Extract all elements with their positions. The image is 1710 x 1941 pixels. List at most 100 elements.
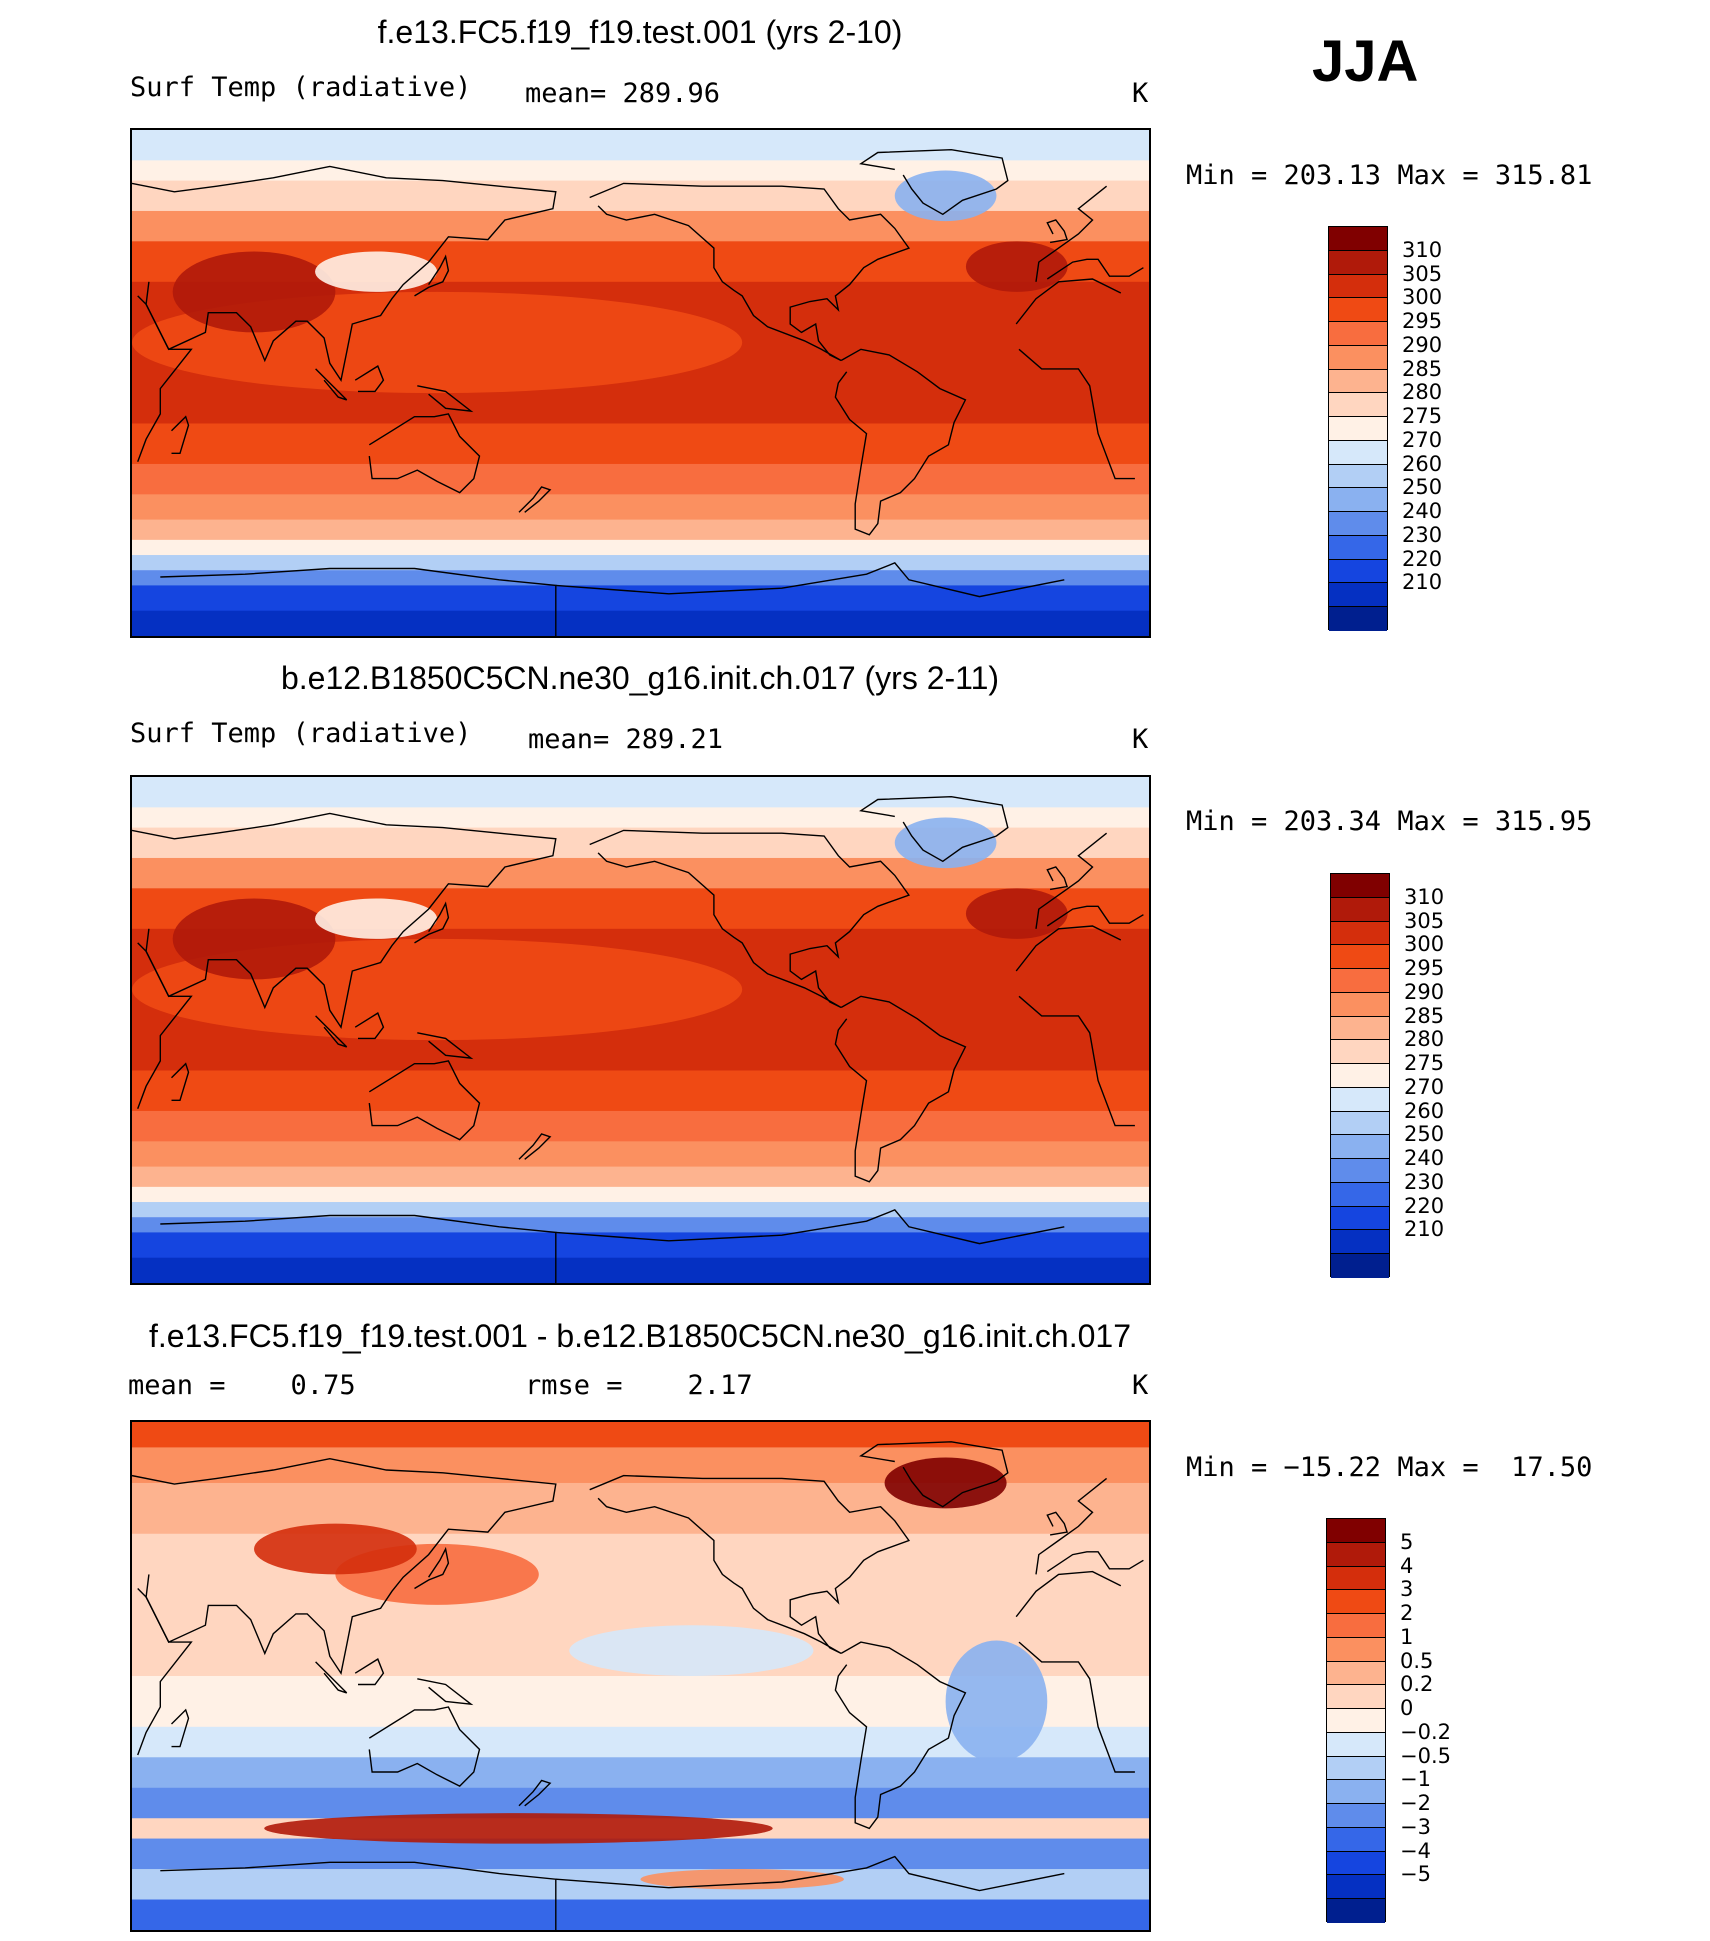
colorbar-swatch [1331, 1111, 1389, 1136]
field-band [132, 1422, 1149, 1449]
colorbar-tick-label: 0.2 [1400, 1672, 1434, 1697]
colorbar-tick-label: 230 [1404, 1169, 1445, 1194]
colorbar-tick-label: 260 [1404, 1098, 1445, 1123]
coastline [518, 1779, 552, 1807]
colorbar-tick-label: 275 [1402, 404, 1443, 429]
coastline [1046, 1511, 1069, 1536]
panel-2-title: b.e12.B1850C5CN.ne30_g16.init.ch.017 (yr… [280, 660, 1000, 696]
coastline [417, 385, 474, 413]
field-band [132, 494, 1149, 521]
field-band [132, 807, 1149, 829]
field-band [132, 1141, 1149, 1168]
panel-3-rmse-label: rmse = 2.17 [525, 1370, 753, 1401]
panel-2-map [130, 775, 1151, 1285]
colorbar-swatch [1329, 274, 1387, 299]
colorbar-swatch [1331, 1254, 1389, 1278]
coastline [1035, 1477, 1108, 1575]
panel-1-variable-label: Surf Temp (radiative) [130, 72, 472, 103]
panel-2-minmax: Min = 203.34 Max = 315.95 [1186, 806, 1593, 837]
coastline [171, 415, 190, 454]
field-feature [172, 251, 336, 333]
colorbar-swatch [1331, 1159, 1389, 1183]
field-feature [965, 888, 1068, 939]
field-band [132, 1186, 1149, 1204]
colorbar-swatch [1331, 1206, 1389, 1231]
panel-2-mean-label: mean= 289.21 [528, 724, 724, 755]
panel-3-minmax: Min = −15.22 Max = 17.50 [1186, 1452, 1593, 1483]
colorbar-tick-label: −2 [1400, 1791, 1431, 1816]
field-band [132, 1110, 1149, 1143]
field-band [132, 570, 1149, 587]
coastline [1046, 1551, 1144, 1573]
colorbar-swatch [1329, 345, 1387, 370]
colorbar-swatch [1327, 1566, 1385, 1591]
coastline [132, 812, 557, 1029]
coastline [354, 1012, 385, 1040]
colorbar-tick-label: 305 [1402, 261, 1443, 286]
colorbar-tick-label: −5 [1400, 1862, 1431, 1887]
colorbar-swatch [1329, 464, 1387, 489]
colorbar-tick-label: 230 [1402, 522, 1443, 547]
colorbar-swatch [1327, 1732, 1385, 1757]
coastline [834, 995, 967, 1183]
field-band [132, 1232, 1149, 1259]
colorbar-tick-label: 1 [1400, 1624, 1414, 1649]
coastline [859, 148, 1009, 216]
coastlines [132, 795, 1144, 1283]
panel-2-map-field [132, 777, 1149, 1283]
colorbar-swatch [1327, 1661, 1385, 1686]
colorbar-swatch [1329, 559, 1387, 584]
colorbar-swatch [1329, 535, 1387, 560]
colorbar-swatch [1329, 607, 1387, 631]
colorbar-tick-label: 3 [1400, 1577, 1414, 1602]
field-band [132, 130, 1149, 162]
colorbar-swatch [1327, 1780, 1385, 1804]
field-band [132, 1757, 1149, 1789]
field-feature [884, 1457, 1007, 1509]
coastline [171, 1708, 190, 1748]
field-feature [945, 1640, 1048, 1763]
coastline [1018, 1641, 1135, 1773]
colorbar-swatch [1331, 1135, 1389, 1159]
coastline [1046, 219, 1069, 244]
colorbar-tick-label: 280 [1402, 380, 1443, 405]
colorbar-tick-label: 4 [1400, 1553, 1414, 1578]
colorbar-tick-label: −1 [1400, 1767, 1431, 1792]
coastline [160, 1861, 557, 1930]
panel-2-variable-label: Surf Temp (radiative) [130, 718, 472, 749]
colorbar-bar [1326, 1518, 1386, 1923]
colorbar-tick-label: 260 [1402, 451, 1443, 476]
panel-3-mean-label: mean = 0.75 [128, 1370, 356, 1401]
colorbar-tick-label: 275 [1404, 1051, 1445, 1076]
panel-1-map-field [132, 130, 1149, 636]
panel-1-minmax: Min = 203.13 Max = 315.81 [1186, 160, 1593, 191]
coastline [414, 254, 450, 297]
coastline [414, 901, 450, 944]
colorbar-tick-label: 285 [1404, 1003, 1445, 1028]
field-band [132, 1070, 1149, 1112]
colorbar-swatch [1327, 1685, 1385, 1709]
panel-3-colorbar: 5 4 3 2 1 0.5 0.2 0 −0.2 −0.5 −1 −2 −3 −4 −5 [1326, 1518, 1451, 1923]
colorbar-swatch [1327, 1590, 1385, 1614]
colorbar-tick-label: 305 [1404, 908, 1445, 933]
field-band [132, 423, 1149, 465]
field-bands [132, 777, 1149, 1283]
coastline [1018, 348, 1135, 480]
colorbar-tick-label: 300 [1402, 285, 1443, 310]
colorbar-swatch [1329, 417, 1387, 441]
colorbar-swatch [1331, 969, 1389, 993]
field-feature [640, 1869, 844, 1890]
coastline [834, 348, 967, 536]
coastline [368, 1706, 481, 1787]
colorbar-swatch [1327, 1827, 1385, 1852]
coastline [160, 567, 557, 636]
coastline [1046, 258, 1144, 280]
coastlines [132, 1441, 1144, 1930]
coastline [368, 413, 481, 494]
colorbar-tick-label: 2 [1400, 1601, 1414, 1626]
field-band [132, 1787, 1149, 1820]
colorbar-swatch [1331, 921, 1389, 946]
colorbar-bar [1330, 873, 1390, 1278]
colorbar-swatch [1329, 440, 1387, 465]
panel-3-map-field [132, 1422, 1149, 1930]
